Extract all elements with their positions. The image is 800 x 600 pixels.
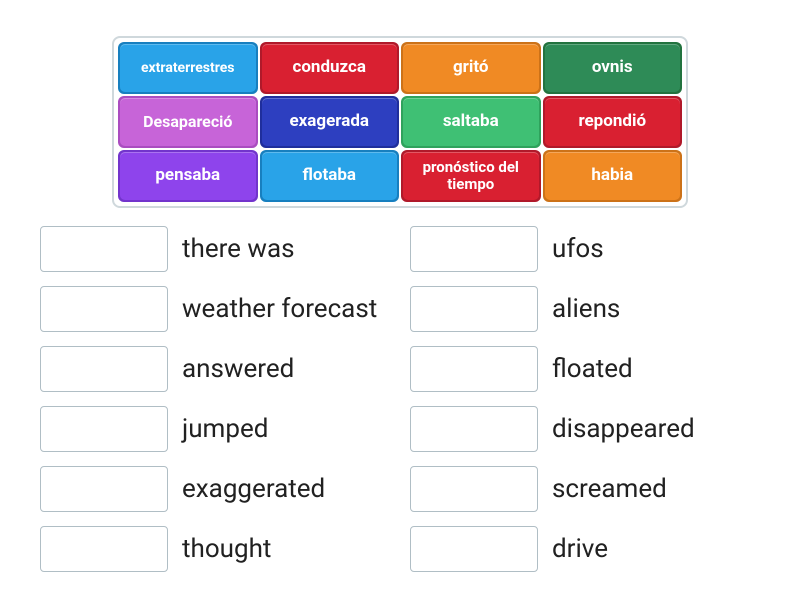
answer-label: answered	[182, 354, 294, 384]
answer-label: thought	[182, 534, 271, 564]
answer-row: disappeared	[410, 406, 760, 452]
answer-label: drive	[552, 534, 608, 564]
word-tile[interactable]: pensaba	[118, 150, 258, 202]
answer-row: weather forecast	[40, 286, 390, 332]
word-tile[interactable]: saltaba	[401, 96, 541, 148]
word-tile[interactable]: gritó	[401, 42, 541, 94]
answer-label: floated	[552, 354, 633, 384]
word-tile[interactable]: repondió	[543, 96, 683, 148]
answer-label: screamed	[552, 474, 667, 504]
answer-label: aliens	[552, 294, 620, 324]
word-tile-label: extraterrestres	[120, 44, 256, 92]
answer-grid: there was ufos weather forecast aliens answe…	[40, 226, 760, 572]
word-bank: extraterrestresconduzcagritóovnis Desapar…	[112, 36, 688, 208]
word-tile-label: exagerada	[262, 98, 398, 146]
word-tile[interactable]: exagerada	[260, 96, 400, 148]
answer-label: exaggerated	[182, 474, 325, 504]
drop-slot[interactable]	[410, 526, 538, 572]
drop-slot[interactable]	[40, 406, 168, 452]
answer-row: floated	[410, 346, 760, 392]
word-tile[interactable]: flotaba	[260, 150, 400, 202]
word-tile-label: saltaba	[403, 98, 539, 146]
answer-label: weather forecast	[182, 294, 377, 324]
drop-slot[interactable]	[40, 466, 168, 512]
word-tile[interactable]: conduzca	[260, 42, 400, 94]
answer-row: aliens	[410, 286, 760, 332]
word-tile[interactable]: Desapareció	[118, 96, 258, 148]
drop-slot[interactable]	[40, 226, 168, 272]
drop-slot[interactable]	[40, 526, 168, 572]
word-tile[interactable]: extraterrestres	[118, 42, 258, 94]
answer-row: ufos	[410, 226, 760, 272]
word-tile-label: gritó	[403, 44, 539, 92]
word-tile[interactable]: habia	[543, 150, 683, 202]
word-tile[interactable]: ovnis	[543, 42, 683, 94]
word-tile-label: pronóstico del tiempo	[403, 152, 539, 200]
word-tile-label: ovnis	[545, 44, 681, 92]
answer-row: answered	[40, 346, 390, 392]
answer-row: there was	[40, 226, 390, 272]
drop-slot[interactable]	[40, 286, 168, 332]
answer-label: jumped	[182, 414, 268, 444]
drop-slot[interactable]	[410, 466, 538, 512]
drop-slot[interactable]	[410, 406, 538, 452]
answer-label: ufos	[552, 234, 604, 264]
word-tile-label: repondió	[545, 98, 681, 146]
drop-slot[interactable]	[40, 346, 168, 392]
drop-slot[interactable]	[410, 286, 538, 332]
answer-row: drive	[410, 526, 760, 572]
word-tile-label: flotaba	[262, 152, 398, 200]
word-tile-label: habia	[545, 152, 681, 200]
answer-row: screamed	[410, 466, 760, 512]
drop-slot[interactable]	[410, 226, 538, 272]
answer-row: exaggerated	[40, 466, 390, 512]
word-tile-label: Desapareció	[120, 98, 256, 146]
word-tile-label: conduzca	[262, 44, 398, 92]
answer-label: disappeared	[552, 414, 695, 444]
word-tile-label: pensaba	[120, 152, 256, 200]
answer-row: thought	[40, 526, 390, 572]
word-tile[interactable]: pronóstico del tiempo	[401, 150, 541, 202]
answer-label: there was	[182, 234, 295, 264]
matching-activity: extraterrestresconduzcagritóovnis Desapar…	[0, 0, 800, 572]
answer-row: jumped	[40, 406, 390, 452]
drop-slot[interactable]	[410, 346, 538, 392]
